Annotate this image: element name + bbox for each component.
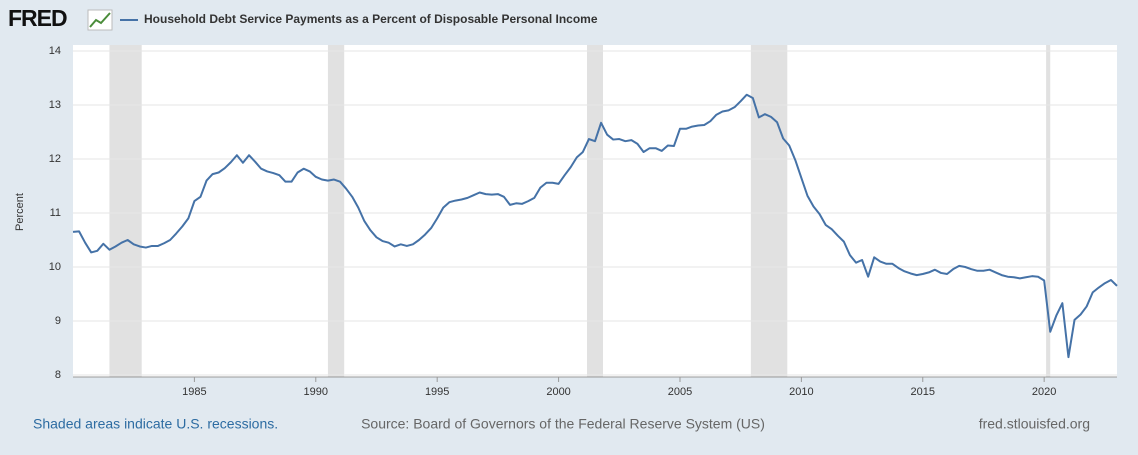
legend-label: Household Debt Service Payments as a Per… <box>144 12 598 26</box>
x-tick-label: 2005 <box>668 386 692 398</box>
x-tick-label: 1985 <box>182 386 206 398</box>
y-tick-label: 12 <box>49 153 61 165</box>
series-line <box>72 93 1118 359</box>
x-tick-label: 2000 <box>546 386 570 398</box>
recession-note[interactable]: Shaded areas indicate U.S. recessions. <box>33 416 278 432</box>
x-tick-label: 1995 <box>425 386 449 398</box>
y-tick-label: 14 <box>49 45 61 57</box>
y-tick-label: 8 <box>55 369 61 381</box>
y-tick-label: 13 <box>49 99 61 111</box>
y-axis-label: Percent <box>14 193 26 231</box>
source-note: Source: Board of Governors of the Federa… <box>361 416 765 432</box>
logo-icon <box>87 9 113 31</box>
x-tick-label: 1990 <box>304 386 328 398</box>
recession-band <box>586 45 604 377</box>
recession-band <box>109 45 142 377</box>
x-tick-label: 2020 <box>1032 386 1056 398</box>
x-tick-label: 2010 <box>789 386 813 398</box>
y-tick-label: 9 <box>55 315 61 327</box>
y-tick-label: 10 <box>49 261 61 273</box>
recession-band <box>1046 45 1051 377</box>
site-link[interactable]: fred.stlouisfed.org <box>979 416 1090 432</box>
y-tick-label: 11 <box>50 207 61 219</box>
recession-band <box>327 45 345 377</box>
recession-band <box>750 45 788 377</box>
x-tick-label: 2015 <box>911 386 935 398</box>
brand-logo: FRED <box>8 5 67 31</box>
